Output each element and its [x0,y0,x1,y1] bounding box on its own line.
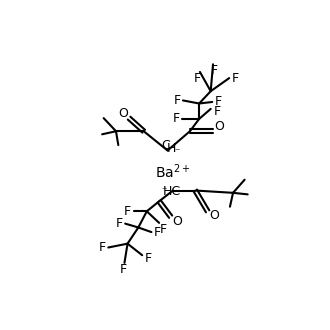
Text: O: O [173,215,182,228]
Text: F: F [145,252,152,265]
Text: F: F [124,205,131,218]
Text: F: F [173,113,180,125]
Text: C: C [161,139,170,151]
Text: F: F [194,72,201,84]
Text: Ba$^{2+}$: Ba$^{2+}$ [155,163,191,182]
Text: F: F [211,64,218,77]
Text: F: F [215,95,222,109]
Text: F: F [119,263,126,276]
Text: HC: HC [162,185,181,198]
Text: F: F [159,222,167,236]
Text: F: F [232,72,239,84]
Text: H: H [167,143,176,155]
Text: F: F [213,105,220,118]
Text: O: O [214,120,224,133]
Text: F: F [154,226,161,239]
Text: ⁻: ⁻ [162,186,167,196]
Text: O: O [118,107,128,120]
Text: F: F [173,94,181,107]
Text: ⁻: ⁻ [174,147,180,157]
Text: F: F [99,241,106,254]
Text: O: O [209,210,219,222]
Text: F: F [115,217,123,230]
